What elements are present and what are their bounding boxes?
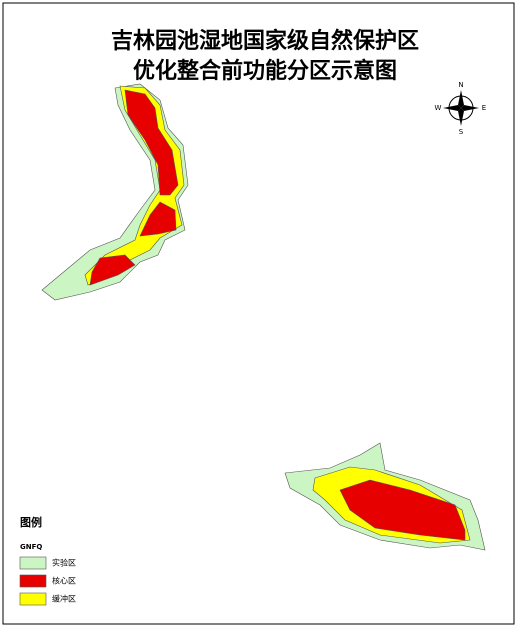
compass-label: S (459, 128, 464, 136)
legend-swatch (19, 574, 47, 588)
legend-label: 实验区 (52, 558, 76, 568)
legend-title: 图例 (20, 515, 42, 529)
legend-swatch (19, 592, 47, 606)
compass-point (458, 108, 464, 126)
core-zone (124, 89, 179, 196)
legend-label: 核心区 (52, 576, 76, 586)
north-area (41, 83, 189, 301)
core-zone (139, 201, 177, 237)
legend-layer: GNFQ (20, 543, 42, 551)
title-line: 吉林园池湿地国家级自然保护区 (111, 28, 419, 54)
compass-point (443, 105, 461, 111)
title-line: 优化整合前功能分区示意图 (133, 58, 397, 84)
compass-label: W (435, 104, 442, 112)
compass: N S W E (435, 81, 487, 136)
south-area (284, 442, 486, 551)
compass-label: N (458, 81, 463, 89)
compass-point (461, 105, 479, 111)
core-zone (89, 254, 136, 286)
legend-label: 缓冲区 (52, 594, 76, 604)
compass-label: E (482, 104, 486, 112)
legend-swatch (19, 556, 47, 570)
compass-point (458, 90, 464, 108)
core-zone (339, 479, 466, 541)
